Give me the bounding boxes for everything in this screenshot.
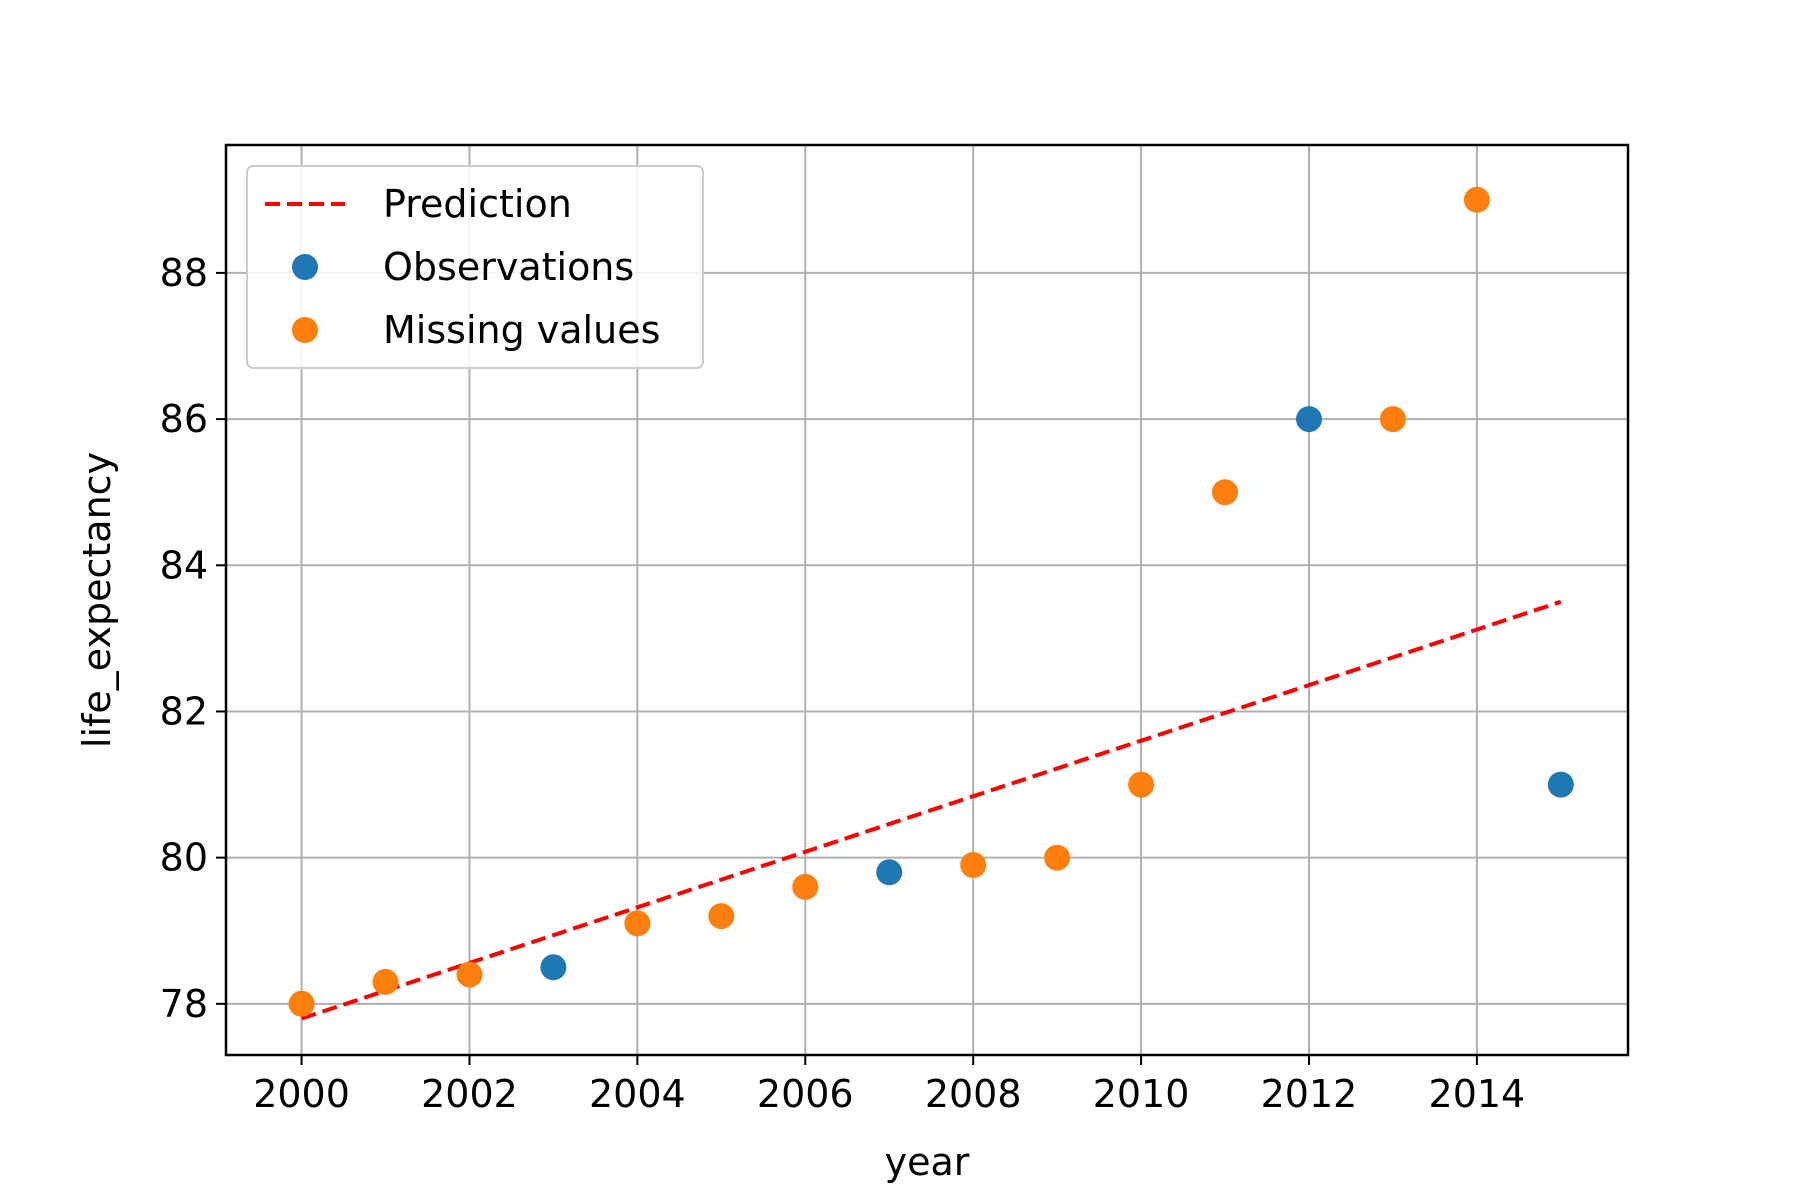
- x-tick-label: 2010: [1093, 1072, 1190, 1116]
- x-tick-label: 2002: [421, 1072, 518, 1116]
- x-tick-label: 2008: [925, 1072, 1022, 1116]
- missing-values-point: [456, 961, 483, 988]
- axes: 2000 2002 2004 2006 2008 2010 2012 2014 78 80 82 84…: [160, 251, 1526, 1116]
- missing-values-point: [960, 852, 987, 878]
- x-tick-label: 2012: [1261, 1072, 1358, 1116]
- y-tick-label: 88: [160, 251, 208, 295]
- legend-swatch-missing-values: [292, 317, 318, 343]
- missing-values-point: [288, 990, 315, 1017]
- x-axis-label: year: [885, 1140, 970, 1184]
- x-tick-label: 2014: [1429, 1072, 1526, 1116]
- y-tick-label: 78: [160, 982, 208, 1026]
- missing-values-point: [1044, 844, 1071, 871]
- missing-values-point: [1463, 186, 1490, 213]
- legend-label-observations: Observations: [383, 245, 634, 289]
- plot-area: [288, 186, 1574, 1021]
- legend: Prediction Observations Missing values: [246, 165, 704, 369]
- legend-label-missing-values: Missing values: [383, 308, 660, 352]
- prediction-line: [300, 599, 1562, 1021]
- missing-values-point: [1128, 771, 1155, 798]
- observations-point: [876, 859, 903, 886]
- missing-values-point: [624, 910, 651, 937]
- observations-point: [1296, 406, 1322, 433]
- y-tick-label: 84: [160, 543, 208, 587]
- y-tick-label: 80: [160, 836, 208, 880]
- y-axis-label: life_expectancy: [75, 452, 119, 748]
- missing-values-point: [372, 968, 399, 995]
- x-tick-label: 2000: [253, 1072, 350, 1116]
- missing-values-point: [708, 903, 735, 930]
- x-tick-label: 2004: [589, 1072, 686, 1116]
- y-tick-label: 82: [160, 689, 208, 733]
- legend-box: [246, 165, 704, 369]
- missing-values-point: [1379, 406, 1406, 433]
- observations-point: [1547, 771, 1574, 798]
- plot-frame: [224, 143, 1630, 1057]
- y-tick-label: 86: [160, 397, 208, 441]
- missing-values-point: [1212, 479, 1238, 506]
- legend-swatch-observations: [292, 254, 318, 280]
- observations-point: [540, 954, 567, 981]
- missing-values-point: [792, 873, 819, 900]
- legend-label-prediction: Prediction: [383, 182, 572, 226]
- x-tick-label: 2006: [757, 1072, 854, 1116]
